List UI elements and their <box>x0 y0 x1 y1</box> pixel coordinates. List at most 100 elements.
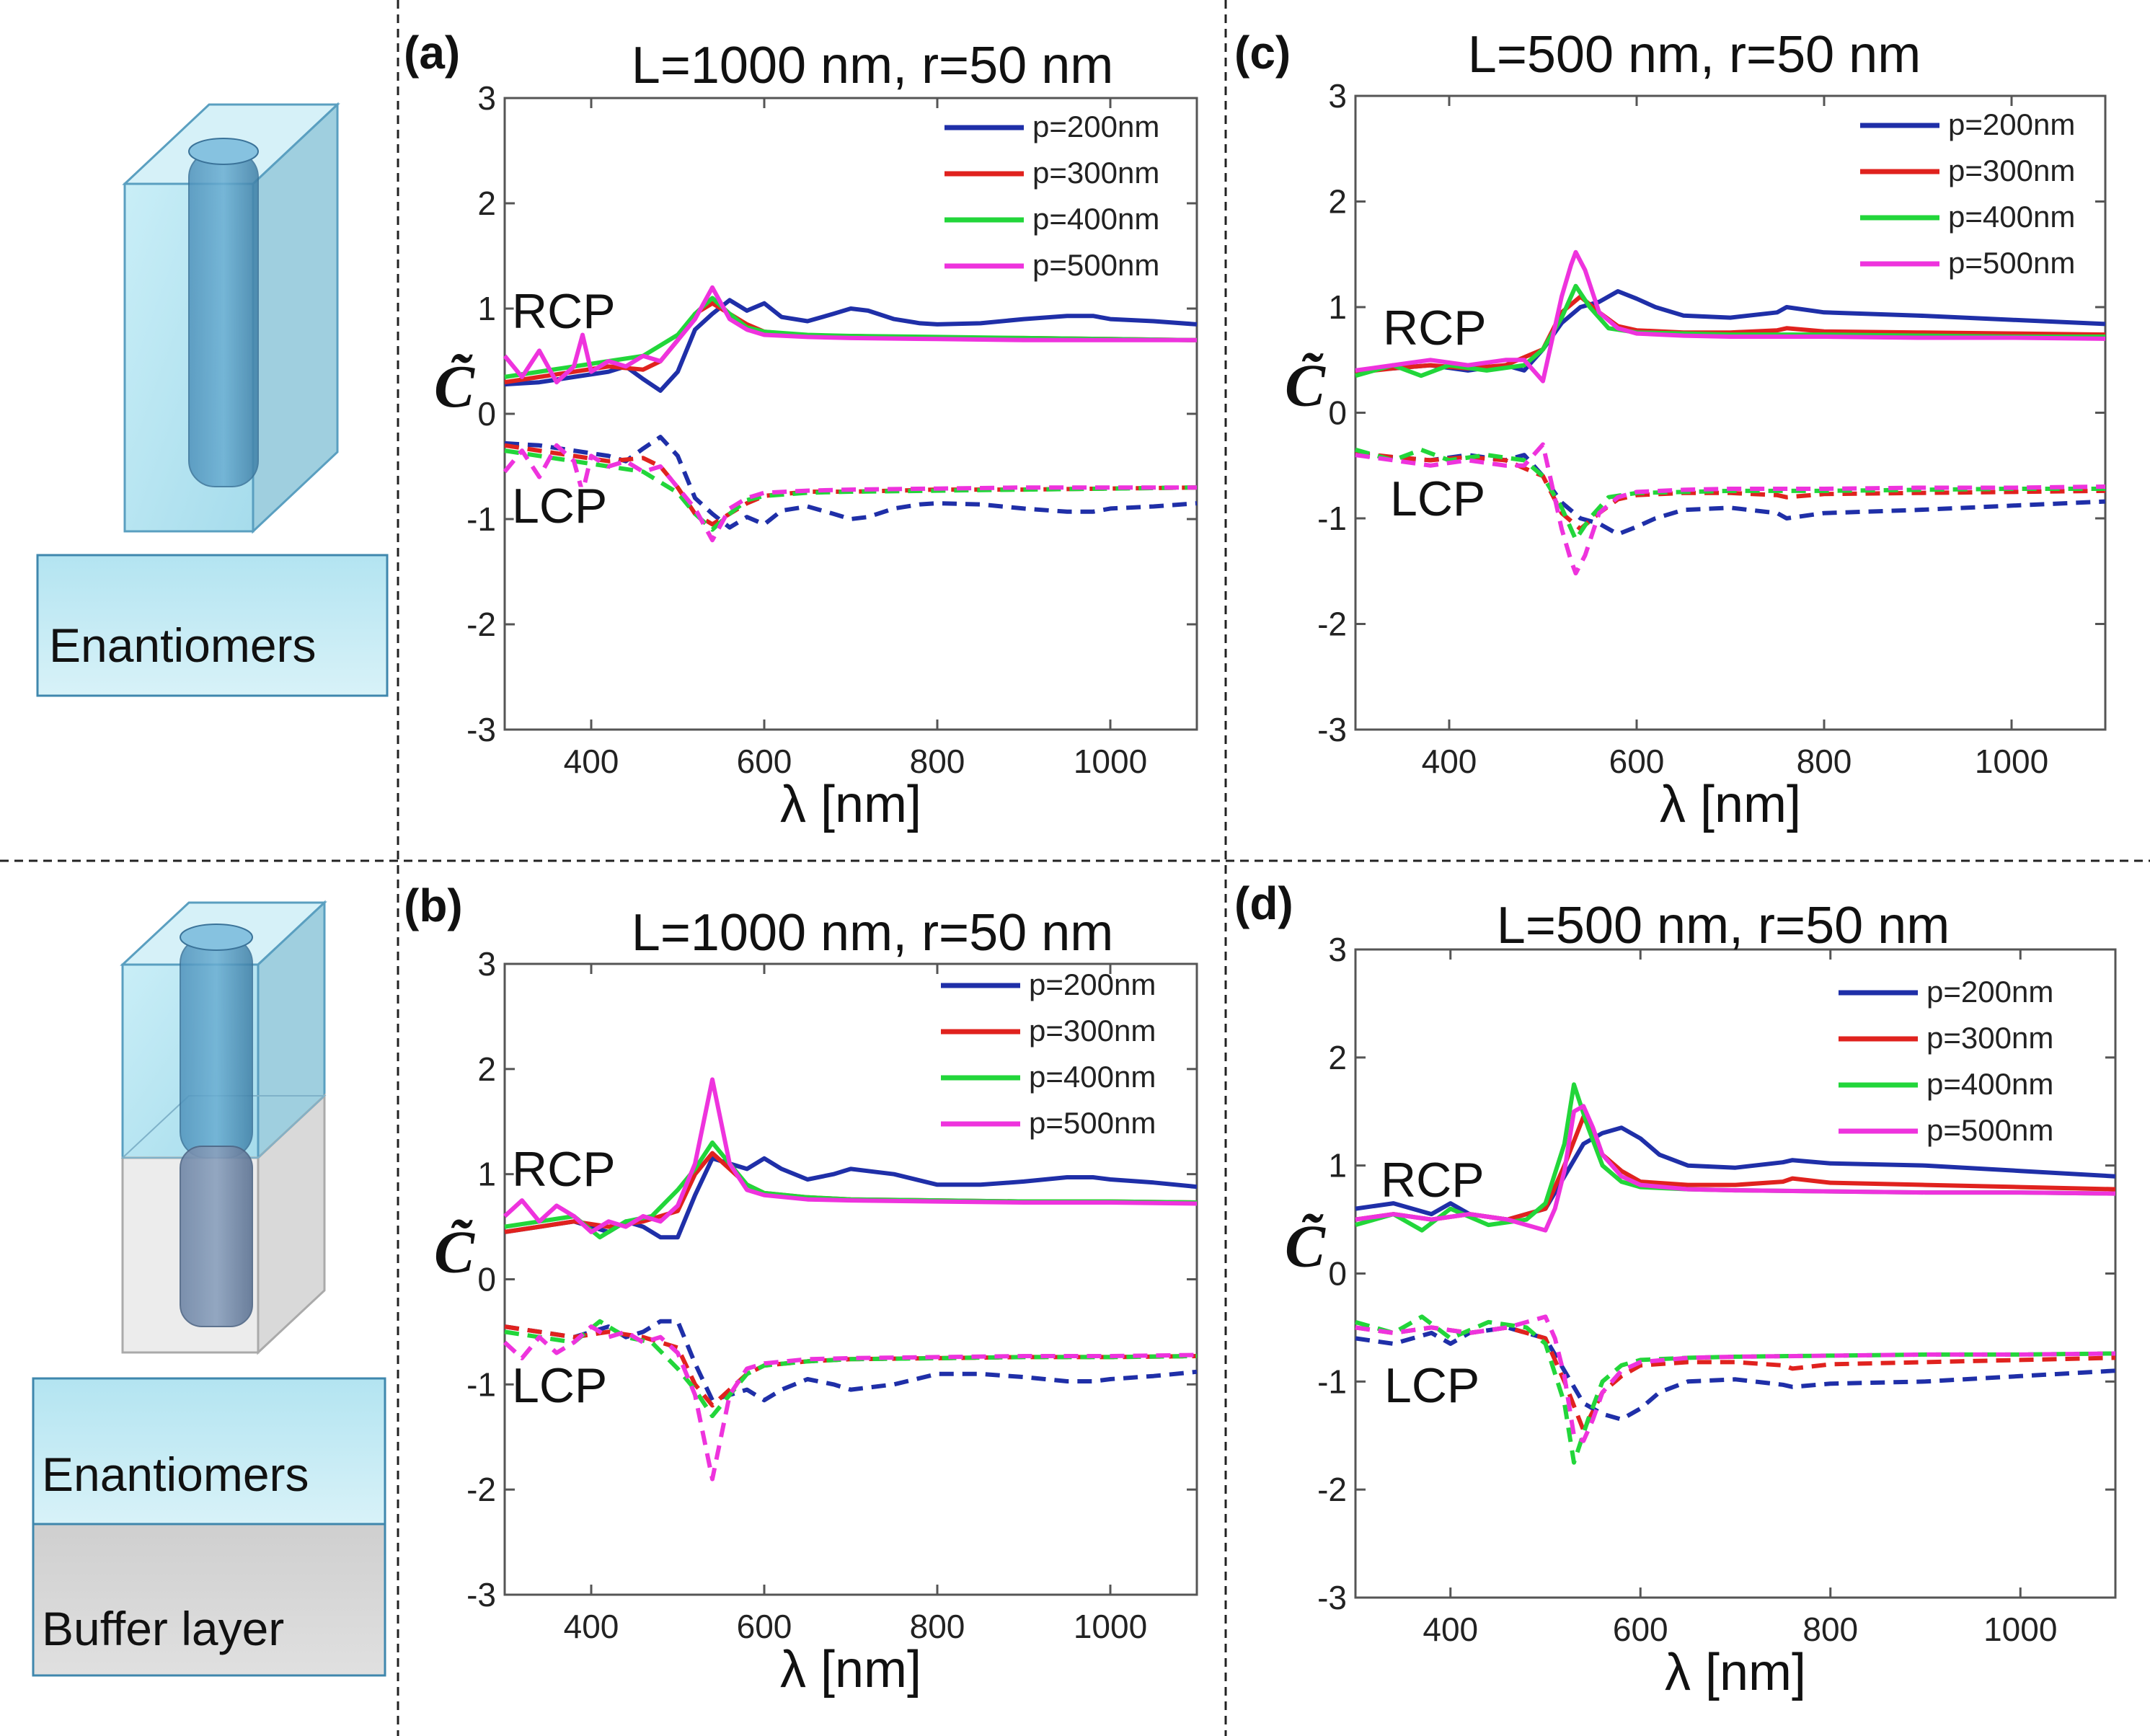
chart-title: L=1000 nm, r=50 nm <box>632 37 1113 94</box>
x-tick-label: 400 <box>1423 1611 1478 1648</box>
annotation-lcp: LCP <box>512 479 607 533</box>
annotation-rcp: RCP <box>1383 301 1487 355</box>
y-tick-label: -3 <box>1317 711 1347 748</box>
y-tick-label: 1 <box>477 290 496 327</box>
series-line-lcp-p-200nm <box>1355 1325 2116 1422</box>
chart-panel-d: -3 -2 -1 0 1 2 3 400 600 800 1000 λ [nm] C̃ L=500 nm,… <box>1234 877 2117 1701</box>
y-axis-label: C̃ <box>434 1219 475 1286</box>
buffer-layer-label: Buffer layer <box>42 1602 284 1655</box>
legend-entry: p=200nm <box>1032 110 1159 143</box>
x-axis-label: λ [nm] <box>1665 1644 1806 1701</box>
legend-entry: p=400nm <box>1032 202 1159 236</box>
legend-entry: p=300nm <box>1029 1014 1156 1048</box>
x-tick-label: 600 <box>737 1608 792 1645</box>
y-axis-label: C̃ <box>1285 353 1326 420</box>
annotation-rcp: RCP <box>512 284 616 339</box>
schematic-top: Enantiomers <box>36 102 389 697</box>
series-line-rcp-p-500nm <box>503 1077 1198 1234</box>
x-tick-label: 400 <box>1422 743 1477 780</box>
x-tick-label: 400 <box>564 1608 619 1645</box>
nanorod2-top-cap <box>180 924 253 951</box>
y-tick-label: -3 <box>466 1576 496 1613</box>
plot-area <box>1354 948 2117 1599</box>
series-line-rcp-p-500nm <box>1355 249 2106 384</box>
y-tick-label: 2 <box>1328 1039 1347 1076</box>
series-line-rcp-p-500nm <box>503 285 1197 385</box>
enantiomer-layer-top <box>36 554 389 697</box>
x-tick-label: 1000 <box>1975 743 2048 780</box>
annotation-rcp: RCP <box>512 1142 616 1197</box>
y-tick-label: 2 <box>477 1050 496 1088</box>
panel-label: (c) <box>1234 27 1291 79</box>
plot-area <box>503 97 1198 731</box>
y-tick-label: -2 <box>466 606 496 643</box>
y-tick-label: 2 <box>1328 183 1347 221</box>
legend-entry: p=400nm <box>1926 1067 2053 1101</box>
chart-title: L=1000 nm, r=50 nm <box>632 904 1113 962</box>
legend-entry: p=300nm <box>1032 156 1159 190</box>
series-line-lcp-p-500nm <box>1355 1314 2116 1443</box>
schematic-bottom: Enantiomers Buffer layer <box>32 900 386 1677</box>
series-line-lcp-p-500nm <box>503 1324 1198 1482</box>
x-tick-label: 1000 <box>1074 743 1147 780</box>
y-tick-label: -1 <box>466 500 496 538</box>
legend-entry: p=500nm <box>1926 1113 2053 1147</box>
y-tick-label: 0 <box>477 395 496 433</box>
y-tick-label: 0 <box>477 1261 496 1298</box>
y-tick-label: 0 <box>1328 394 1347 432</box>
legend-entry: p=300nm <box>1948 154 2075 187</box>
panel-label: (a) <box>404 27 460 79</box>
legend: p=200nm p=300nm p=400nm p=500nm <box>1839 975 2053 1147</box>
panel-label: (b) <box>404 880 463 931</box>
y-tick-label: 2 <box>477 185 496 222</box>
annotation-lcp: LCP <box>1390 471 1485 526</box>
x-axis-label: λ [nm] <box>780 776 921 833</box>
plot-area <box>1354 94 2107 731</box>
x-tick-label: 600 <box>1609 743 1665 780</box>
panel-label: (d) <box>1234 877 1293 929</box>
y-tick-label: 1 <box>477 1156 496 1193</box>
legend: p=200nm p=300nm p=400nm p=500nm <box>941 967 1156 1140</box>
x-axis-label: λ [nm] <box>1660 776 1801 833</box>
legend-entry: p=200nm <box>1029 967 1156 1001</box>
legend-entry: p=300nm <box>1926 1021 2053 1055</box>
y-tick-label: 3 <box>477 79 496 117</box>
legend-entry: p=400nm <box>1948 200 2075 234</box>
y-tick-label: -1 <box>1317 1363 1347 1400</box>
nanorod <box>188 151 259 487</box>
y-tick-label: -2 <box>1317 1471 1347 1508</box>
y-tick-label: -2 <box>1317 606 1347 643</box>
legend-entry: p=400nm <box>1029 1060 1156 1094</box>
y-tick-label: 0 <box>1328 1255 1347 1293</box>
y-tick-label: 3 <box>1328 931 1347 968</box>
annotation-lcp: LCP <box>512 1358 607 1413</box>
x-tick-label: 600 <box>1613 1611 1668 1648</box>
enantiomers-label-bottom: Enantiomers <box>42 1448 309 1501</box>
series-line-rcp-p-200nm <box>504 298 1198 393</box>
legend: p=200nm p=300nm p=400nm p=500nm <box>1860 107 2075 280</box>
x-tick-label: 800 <box>910 1608 965 1645</box>
legend-entry: p=500nm <box>1948 246 2075 280</box>
buffer-layer <box>32 1523 386 1677</box>
y-tick-label: -1 <box>466 1365 496 1403</box>
y-tick-label: 3 <box>1328 77 1347 115</box>
series-line-lcp-p-300nm <box>1355 1325 2116 1432</box>
x-axis-label: λ [nm] <box>780 1641 921 1699</box>
legend-entry: p=500nm <box>1029 1106 1156 1140</box>
series-line-lcp-p-400nm <box>1355 447 2105 542</box>
chart-panel-a: -3 -2 -1 0 1 2 3 400 600 800 1000 λ [nm] C̃ L=1000 nm… <box>404 27 1198 833</box>
chart-panel-b: -3 -2 -1 0 1 2 3 400 600 800 1000 λ [nm] C̃ L=1000 nm… <box>404 880 1198 1699</box>
x-tick-label: 1000 <box>1074 1608 1147 1645</box>
nanorod-upper <box>180 936 253 1159</box>
series-line-rcp-p-200nm <box>1355 1125 2116 1222</box>
nanorod-top-cap <box>188 138 259 165</box>
series-line-lcp-p-500nm <box>1355 442 2106 576</box>
legend-entry: p=200nm <box>1948 107 2075 141</box>
x-tick-label: 800 <box>1797 743 1852 780</box>
y-tick-label: -3 <box>466 711 496 748</box>
legend-entry: p=200nm <box>1926 975 2053 1009</box>
enantiomers-label-top: Enantiomers <box>49 619 317 672</box>
x-tick-label: 1000 <box>1983 1611 2057 1648</box>
series-line-lcp-p-200nm <box>504 435 1198 530</box>
